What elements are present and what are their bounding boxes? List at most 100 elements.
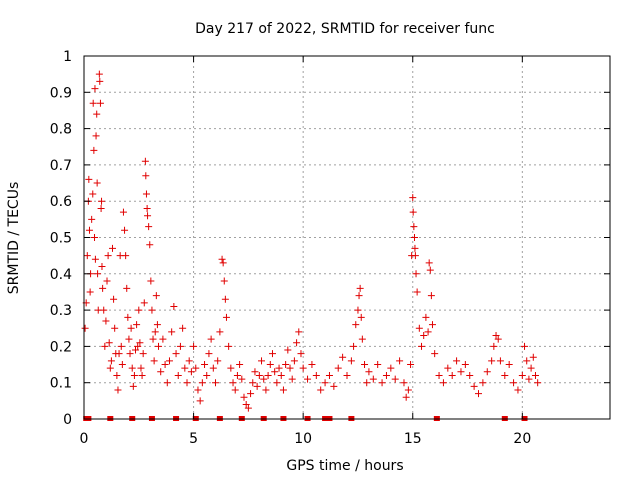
data-point bbox=[138, 371, 146, 379]
data-point bbox=[140, 299, 148, 307]
data-point bbox=[277, 371, 285, 379]
data-point bbox=[130, 371, 138, 379]
data-point bbox=[255, 371, 263, 379]
data-point bbox=[94, 270, 102, 278]
data-point bbox=[122, 252, 130, 260]
data-point bbox=[205, 350, 213, 358]
data-point bbox=[330, 382, 338, 390]
data-point bbox=[86, 288, 94, 296]
data-point bbox=[475, 390, 482, 398]
y-tick-label: 0.1 bbox=[50, 376, 72, 392]
data-point bbox=[144, 212, 152, 220]
data-point bbox=[214, 357, 222, 365]
data-point bbox=[137, 364, 145, 372]
data-point bbox=[411, 252, 419, 260]
y-tick-label: 0.5 bbox=[50, 231, 72, 247]
data-point bbox=[514, 386, 522, 394]
data-point bbox=[96, 99, 104, 107]
data-point bbox=[357, 313, 365, 321]
data-point bbox=[262, 386, 270, 394]
data-point bbox=[534, 379, 542, 387]
data-point bbox=[187, 368, 195, 376]
y-tick-label: 1 bbox=[63, 49, 72, 65]
data-point bbox=[347, 357, 355, 365]
data-point bbox=[124, 313, 132, 321]
y-tick-label: 0.9 bbox=[50, 85, 72, 101]
data-point bbox=[129, 382, 137, 390]
data-point bbox=[251, 368, 259, 376]
data-point bbox=[358, 335, 366, 343]
data-point bbox=[143, 204, 151, 212]
data-point bbox=[361, 361, 369, 369]
data-point bbox=[128, 364, 136, 372]
data-point bbox=[290, 357, 298, 365]
data-point bbox=[141, 157, 149, 165]
data-point bbox=[378, 379, 386, 387]
data-point bbox=[95, 70, 103, 78]
data-point bbox=[139, 350, 147, 358]
data-point bbox=[409, 194, 417, 202]
data-point bbox=[229, 379, 237, 387]
x-axis-label: GPS time / hours bbox=[286, 458, 403, 474]
data-point bbox=[258, 357, 266, 365]
data-point bbox=[425, 259, 433, 267]
data-point bbox=[203, 371, 211, 379]
data-point bbox=[505, 361, 513, 369]
data-point bbox=[150, 357, 158, 365]
data-point bbox=[407, 361, 415, 369]
data-point bbox=[123, 284, 131, 292]
x-tick-label: 0 bbox=[80, 431, 89, 447]
data-point bbox=[98, 263, 106, 271]
data-point bbox=[108, 244, 116, 252]
data-point bbox=[170, 302, 178, 310]
data-points bbox=[81, 70, 542, 412]
data-point bbox=[297, 350, 305, 358]
data-point bbox=[470, 382, 478, 390]
x-tick-label: 5 bbox=[189, 431, 198, 447]
data-point bbox=[179, 324, 187, 332]
data-point bbox=[496, 357, 504, 365]
data-point bbox=[343, 371, 351, 379]
data-point bbox=[501, 371, 509, 379]
data-point bbox=[236, 361, 244, 369]
data-point bbox=[525, 375, 533, 383]
data-point bbox=[227, 364, 235, 372]
data-point bbox=[207, 335, 215, 343]
data-point bbox=[411, 234, 419, 241]
data-point bbox=[444, 364, 452, 372]
data-point bbox=[114, 386, 122, 394]
data-point bbox=[88, 215, 96, 223]
data-point bbox=[92, 132, 100, 140]
data-point bbox=[146, 241, 154, 249]
data-point bbox=[148, 306, 156, 314]
y-tick-label: 0 bbox=[63, 412, 72, 428]
data-point bbox=[121, 226, 129, 234]
data-point bbox=[293, 339, 301, 347]
data-point bbox=[176, 342, 184, 350]
data-point bbox=[83, 252, 91, 260]
data-point bbox=[374, 361, 382, 369]
y-tick-label: 0.6 bbox=[50, 194, 72, 210]
data-point bbox=[334, 364, 342, 372]
data-point bbox=[242, 400, 250, 408]
y-tick-label: 0.3 bbox=[50, 303, 72, 319]
data-point bbox=[488, 357, 496, 365]
data-point bbox=[81, 324, 89, 332]
data-point bbox=[448, 371, 456, 379]
data-point bbox=[413, 288, 421, 296]
data-point bbox=[284, 346, 292, 354]
chart-title: Day 217 of 2022, SRMTID for receiver fun… bbox=[195, 21, 495, 37]
data-point bbox=[435, 371, 443, 379]
data-point bbox=[427, 292, 435, 300]
data-point bbox=[264, 371, 272, 379]
data-point bbox=[409, 208, 417, 216]
data-point bbox=[479, 379, 487, 387]
data-point bbox=[426, 266, 434, 274]
data-point bbox=[299, 364, 307, 372]
data-point bbox=[402, 393, 410, 401]
data-point bbox=[111, 324, 119, 332]
data-point bbox=[422, 313, 430, 321]
data-point bbox=[249, 379, 257, 387]
data-point bbox=[244, 404, 252, 412]
